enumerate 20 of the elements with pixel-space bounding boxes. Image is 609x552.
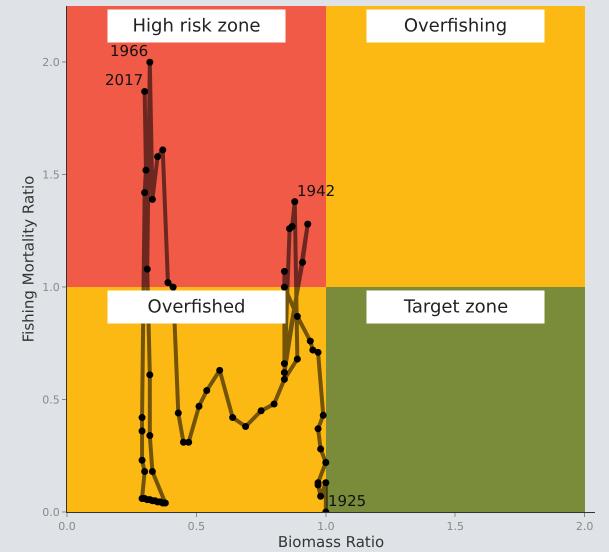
annotation: 1942 [297, 182, 336, 200]
annotation: 1925 [328, 492, 366, 510]
x-tick-label: 0.0 [58, 520, 76, 534]
y-axis-title: Fishing Mortality Ratio [20, 176, 38, 342]
y-tick-label: 1.0 [42, 280, 60, 294]
x-tick-label: 1.5 [446, 520, 464, 534]
x-tick-label: 1.0 [317, 520, 335, 534]
annotation: Target zone [402, 296, 508, 318]
y-tick-label: 0.0 [42, 506, 60, 519]
y-tick-label: 0.5 [42, 393, 60, 406]
x-tick-label: 0.5 [188, 520, 206, 534]
y-tick-label: 2.0 [42, 56, 60, 70]
annotation: 2017 [105, 71, 144, 89]
annotation: High risk zone [132, 16, 260, 36]
x-tick-label: 2.0 [576, 520, 594, 534]
y-tick-label: 1.5 [42, 168, 60, 182]
annotation: 1966 [110, 42, 148, 60]
annotation: Overfishing [404, 16, 508, 36]
x-axis-title: Biomass Ratio [278, 533, 384, 552]
annotation: Overfished [148, 296, 246, 318]
